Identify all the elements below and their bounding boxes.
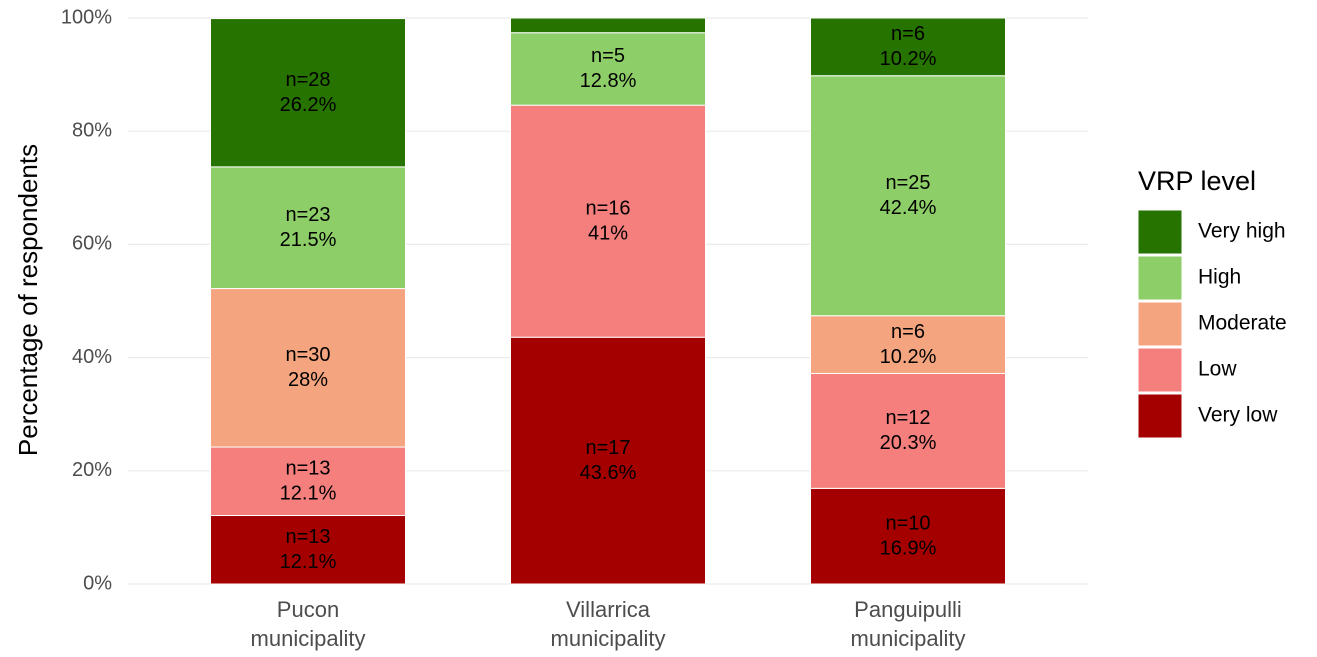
- bar-segment: [210, 18, 406, 168]
- data-label-n: n=13: [285, 458, 330, 480]
- legend-label: Low: [1198, 358, 1237, 381]
- legend-key: [1137, 393, 1183, 439]
- bar-segment: [510, 17, 706, 34]
- x-tick-label: Pucon: [277, 597, 339, 622]
- data-label-n: n=12: [885, 407, 930, 429]
- bar-segment: [210, 166, 406, 290]
- data-label-n: n=28: [285, 69, 330, 91]
- legend-label: High: [1198, 266, 1241, 289]
- data-label-n: n=6: [891, 23, 925, 45]
- data-label-n: n=5: [591, 45, 625, 67]
- x-tick-label: municipality: [551, 626, 666, 651]
- data-label-n: n=6: [891, 321, 925, 343]
- legend-label: Very high: [1198, 220, 1286, 243]
- bar-segment: [810, 17, 1006, 77]
- data-label-n: n=25: [885, 172, 930, 194]
- data-label: 16.9%: [880, 537, 937, 559]
- data-label-n: n=23: [285, 204, 330, 226]
- y-tick-label: 40%: [72, 346, 112, 368]
- legend-label: Moderate: [1198, 312, 1287, 335]
- bar-segment: [810, 75, 1006, 317]
- y-tick-label: 60%: [72, 233, 112, 255]
- bar-segment: [810, 315, 1006, 374]
- y-tick-label: 0%: [83, 572, 112, 594]
- data-label: 10.2%: [880, 346, 937, 368]
- y-axis-title: Percentage of respondents: [13, 144, 43, 456]
- bar-segment: [210, 288, 406, 448]
- data-label: 20.3%: [880, 432, 937, 454]
- data-label: 12.8%: [580, 70, 637, 92]
- x-tick-label: Panguipulli: [854, 597, 962, 622]
- legend-label: Very low: [1198, 404, 1278, 427]
- data-label-n: n=13: [285, 526, 330, 548]
- data-label: 12.1%: [280, 483, 337, 505]
- data-label: 10.2%: [880, 48, 937, 70]
- x-tick-label: Villarrica: [566, 597, 651, 622]
- data-label: 26.2%: [280, 94, 337, 116]
- y-tick-label: 100%: [61, 6, 112, 28]
- data-label-n: n=30: [285, 344, 330, 366]
- bar-segment: [810, 372, 1006, 489]
- y-tick-label: 20%: [72, 459, 112, 481]
- legend-key: [1137, 301, 1183, 347]
- data-label: 21.5%: [280, 229, 337, 251]
- data-label: 43.6%: [580, 462, 637, 484]
- legend-key: [1137, 255, 1183, 301]
- bar-segment: [210, 515, 406, 585]
- bar-segment: [510, 32, 706, 106]
- y-tick-label: 80%: [72, 119, 112, 141]
- bar-segment: [210, 446, 406, 517]
- legend-key: [1137, 347, 1183, 393]
- data-label: 41%: [588, 222, 628, 244]
- data-label: 42.4%: [880, 197, 937, 219]
- x-tick-label: municipality: [251, 626, 366, 651]
- bar-segment: [810, 487, 1006, 585]
- bar-segment: [510, 104, 706, 338]
- data-label: 12.1%: [280, 551, 337, 573]
- data-label-n: n=16: [585, 197, 630, 219]
- legend-title: VRP level: [1138, 166, 1256, 196]
- data-label-n: n=10: [885, 512, 930, 534]
- bar-segment: [510, 336, 706, 585]
- data-label: 28%: [288, 369, 328, 391]
- legend-key: [1137, 209, 1183, 255]
- data-label-n: n=17: [585, 437, 630, 459]
- x-tick-label: municipality: [851, 626, 966, 651]
